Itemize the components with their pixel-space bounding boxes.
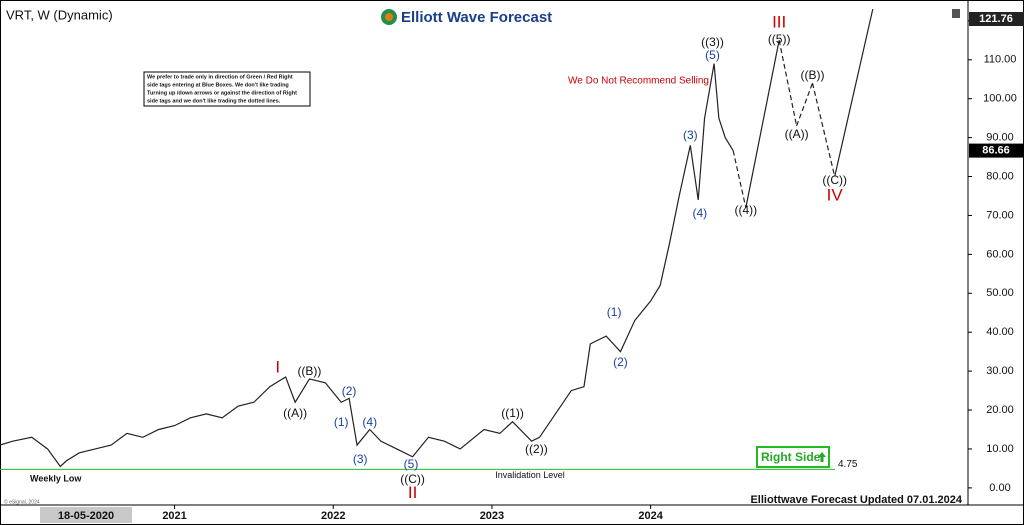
projection-segment <box>778 40 798 127</box>
wave-label: ((B)) <box>297 364 321 378</box>
wave-label: (5) <box>404 457 419 471</box>
projection-segment <box>745 40 780 208</box>
y-tick-label: 70.00 <box>986 209 1014 221</box>
invalidation-value: 4.75 <box>838 459 858 470</box>
wave-label: ((5)) <box>768 32 791 46</box>
y-tick-label: 60.00 <box>986 248 1014 260</box>
footer: Elliottwave Forecast Updated 07.01.2024 <box>750 494 962 506</box>
wave-label: ((2)) <box>525 442 548 456</box>
copyright: © eSignal, 2024 <box>4 498 40 505</box>
y-tick-label: 10.00 <box>986 443 1014 455</box>
x-tick-label: 2023 <box>480 510 504 522</box>
note-line: side tags and we don't like trading the … <box>147 98 281 104</box>
chart-title: VRT, W (Dynamic) <box>6 7 113 22</box>
up-arrow <box>818 452 826 462</box>
y-tick-label: 0.00 <box>989 482 1010 494</box>
price-tag-box <box>969 143 1024 158</box>
price-line <box>0 63 734 468</box>
invalidation-text: Invalidation Level <box>495 470 565 480</box>
wave-label: IV <box>827 185 844 204</box>
projection-segment <box>811 82 836 177</box>
note-line: side tags entering at Blue Boxes. We don… <box>147 82 289 88</box>
wave-label: ((A)) <box>785 127 809 141</box>
wave-label: (3) <box>683 128 698 142</box>
plot <box>0 9 874 468</box>
wave-label: ((C)) <box>400 472 425 486</box>
wave-label: (2) <box>342 384 357 398</box>
y-tick-label: 40.00 <box>986 326 1014 338</box>
projection-segment <box>834 9 874 177</box>
wave-label: III <box>772 12 786 31</box>
right-side-box <box>756 446 830 468</box>
x-tick-label: 2021 <box>162 510 186 522</box>
price-tag: 86.66 <box>982 145 1010 157</box>
price-tag: 121.76 <box>979 13 1013 25</box>
logo-text: Elliott Wave Forecast <box>401 9 552 26</box>
wave-label: ((1)) <box>501 406 524 420</box>
wave-label: ((C)) <box>822 173 847 187</box>
wave-label: ((B)) <box>800 68 824 82</box>
wave-label: ((3)) <box>701 35 724 49</box>
projection-segment <box>732 150 747 208</box>
y-tick-label: 20.00 <box>986 404 1014 416</box>
wave-label: (3) <box>353 452 368 466</box>
wave-label: (4) <box>362 415 377 429</box>
y-tick-label: 90.00 <box>986 132 1014 144</box>
wave-label: (1) <box>607 305 622 319</box>
wave-label: ((4)) <box>735 203 758 217</box>
y-tick-label: 100.00 <box>983 93 1017 105</box>
y-tick-label: 80.00 <box>986 170 1014 182</box>
right-side-label: Right Side <box>761 450 821 464</box>
cursor-label: 18-05-2020 <box>58 510 114 522</box>
settings-icon <box>952 9 960 18</box>
note-line: Turning up /down arrows or against the d… <box>147 90 297 96</box>
wave-label: (2) <box>613 355 628 369</box>
wave-label: (4) <box>692 206 707 220</box>
wave-label: II <box>408 483 417 502</box>
y-tick-label: 30.00 <box>986 365 1014 377</box>
right-side-button: Right Side <box>756 446 830 468</box>
wave-label: (5) <box>705 48 720 62</box>
cursor-box <box>40 507 132 523</box>
logo: Elliott Wave Forecast <box>381 9 552 26</box>
y-tick-label: 50.00 <box>986 287 1014 299</box>
x-tick-label: 2022 <box>321 510 345 522</box>
wave-label: I <box>275 357 280 376</box>
weekly-low-label: Weekly Low <box>30 473 82 483</box>
x-tick-label: 2024 <box>638 510 663 522</box>
logo-icon-inner <box>385 13 393 21</box>
price-tag-box <box>969 11 1024 26</box>
wave-label: (1) <box>334 415 349 429</box>
wave-label: ((A)) <box>283 406 307 420</box>
warning: We Do Not Recommend Selling <box>568 76 709 87</box>
note-line: We prefer to trade only in direction of … <box>147 74 293 80</box>
note-box <box>143 71 311 107</box>
y-tick-label: 110.00 <box>984 54 1017 66</box>
